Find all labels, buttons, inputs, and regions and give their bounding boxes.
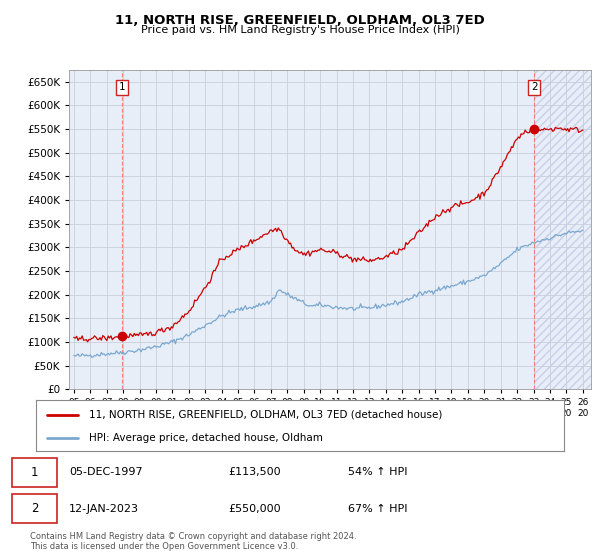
Text: 2: 2 bbox=[531, 82, 538, 92]
FancyBboxPatch shape bbox=[12, 458, 57, 487]
Text: 54% ↑ HPI: 54% ↑ HPI bbox=[348, 468, 407, 478]
Text: £550,000: £550,000 bbox=[228, 504, 281, 514]
Text: 11, NORTH RISE, GREENFIELD, OLDHAM, OL3 7ED: 11, NORTH RISE, GREENFIELD, OLDHAM, OL3 … bbox=[115, 14, 485, 27]
Bar bbox=[534, 58, 591, 389]
Text: 2: 2 bbox=[31, 502, 38, 515]
Text: 1: 1 bbox=[31, 466, 38, 479]
Text: Price paid vs. HM Land Registry's House Price Index (HPI): Price paid vs. HM Land Registry's House … bbox=[140, 25, 460, 35]
Text: 11, NORTH RISE, GREENFIELD, OLDHAM, OL3 7ED (detached house): 11, NORTH RISE, GREENFIELD, OLDHAM, OL3 … bbox=[89, 409, 442, 419]
Text: 12-JAN-2023: 12-JAN-2023 bbox=[69, 504, 139, 514]
FancyBboxPatch shape bbox=[12, 494, 57, 524]
Text: 1: 1 bbox=[119, 82, 125, 92]
Text: HPI: Average price, detached house, Oldham: HPI: Average price, detached house, Oldh… bbox=[89, 433, 323, 443]
Text: 05-DEC-1997: 05-DEC-1997 bbox=[69, 468, 143, 478]
Text: Contains HM Land Registry data © Crown copyright and database right 2024.
This d: Contains HM Land Registry data © Crown c… bbox=[30, 532, 356, 552]
Text: 67% ↑ HPI: 67% ↑ HPI bbox=[348, 504, 407, 514]
Text: £113,500: £113,500 bbox=[228, 468, 281, 478]
